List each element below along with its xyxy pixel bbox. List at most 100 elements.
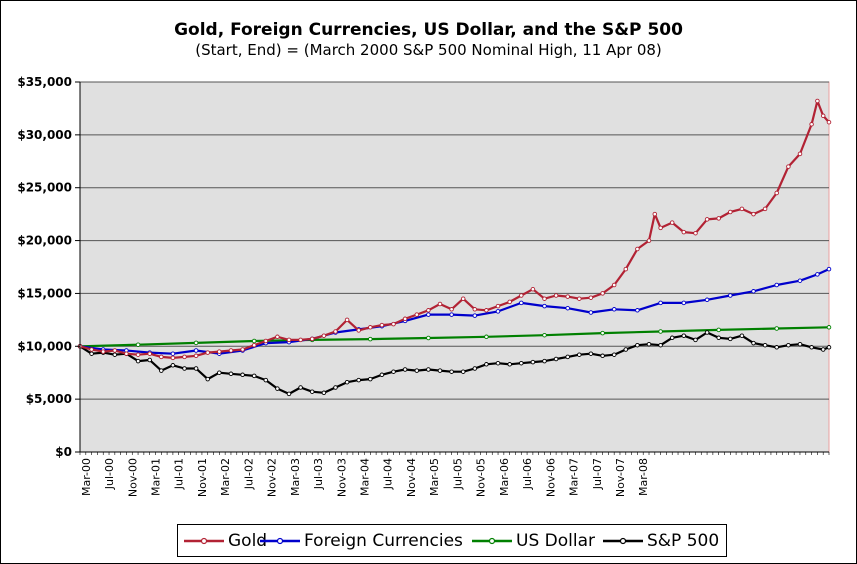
- data-point-s-p-500: [356, 377, 361, 383]
- data-point-gold: [681, 229, 687, 235]
- data-point-foreign-currencies: [681, 300, 687, 306]
- data-point-us-dollar: [251, 338, 257, 344]
- data-point-gold: [333, 329, 338, 334]
- data-point-foreign-currencies: [751, 289, 756, 294]
- data-point-s-p-500: [112, 352, 118, 357]
- data-point-gold: [135, 352, 141, 357]
- data-point-s-p-500: [623, 347, 629, 352]
- data-point-gold: [542, 296, 547, 301]
- data-point-gold: [426, 308, 431, 313]
- legend-item-sp500: S&P 500: [603, 531, 719, 551]
- legend-label-us-dollar: US Dollar: [516, 531, 595, 551]
- data-point-foreign-currencies: [542, 303, 547, 309]
- data-point-foreign-currencies: [449, 312, 454, 317]
- data-point-s-p-500: [170, 363, 176, 368]
- data-point-us-dollar: [826, 325, 832, 330]
- data-point-s-p-500: [472, 366, 478, 371]
- data-point-gold: [588, 295, 594, 300]
- data-point-gold: [402, 316, 408, 322]
- data-point-s-p-500: [542, 358, 547, 364]
- data-point-s-p-500: [391, 369, 396, 374]
- legend-label-gold: Gold: [228, 531, 268, 551]
- data-point-gold: [217, 349, 222, 354]
- data-point-s-p-500: [809, 345, 814, 350]
- data-point-s-p-500: [704, 330, 710, 335]
- data-point-gold: [820, 113, 826, 119]
- data-point-gold: [519, 293, 524, 298]
- data-point-s-p-500: [135, 358, 141, 364]
- x-tick-label: Mar-05: [428, 458, 441, 496]
- data-point-us-dollar: [193, 340, 199, 346]
- data-point-s-p-500: [309, 389, 315, 394]
- data-point-s-p-500: [275, 386, 280, 391]
- data-point-gold: [159, 354, 164, 360]
- legend-label-sp500: S&P 500: [647, 531, 720, 551]
- data-point-gold: [112, 348, 118, 353]
- x-tick-label: Nov-07: [614, 458, 627, 497]
- data-point-gold: [600, 291, 605, 296]
- data-point-gold: [739, 206, 745, 212]
- y-tick-label: $25,000: [17, 181, 72, 195]
- data-point-gold: [565, 294, 570, 299]
- data-point-foreign-currencies: [728, 293, 733, 298]
- data-point-gold: [774, 190, 779, 196]
- data-point-foreign-currencies: [565, 305, 570, 311]
- y-tick-label: $35,000: [17, 75, 72, 89]
- data-point-foreign-currencies: [588, 310, 594, 315]
- data-point-gold: [460, 296, 466, 301]
- data-point-foreign-currencies: [815, 272, 820, 277]
- data-point-us-dollar: [600, 330, 605, 336]
- x-tick-label: Jul-02: [242, 458, 255, 490]
- data-point-s-p-500: [646, 341, 652, 347]
- data-point-s-p-500: [797, 341, 803, 347]
- data-point-s-p-500: [263, 377, 269, 383]
- data-point-gold: [484, 308, 489, 313]
- data-point-gold: [228, 348, 234, 353]
- data-point-s-p-500: [577, 352, 582, 357]
- data-point-gold: [344, 317, 350, 323]
- data-point-s-p-500: [205, 376, 210, 382]
- data-point-foreign-currencies: [774, 282, 779, 288]
- x-tick-label: Mar-03: [289, 458, 302, 496]
- data-point-s-p-500: [588, 351, 594, 356]
- data-point-us-dollar: [426, 335, 431, 341]
- data-point-foreign-currencies: [826, 266, 832, 272]
- data-point-gold: [728, 209, 733, 215]
- data-point-gold: [646, 238, 652, 243]
- data-point-s-p-500: [774, 345, 779, 350]
- axes: $0 $5,000 $10,000 $15,000 $20,000 $25,000 $30,…: [17, 75, 830, 497]
- series-layer: [77, 98, 832, 397]
- data-point-us-dollar: [135, 342, 141, 347]
- data-point-foreign-currencies: [472, 313, 478, 318]
- data-point-s-p-500: [147, 357, 152, 363]
- data-point-s-p-500: [826, 345, 832, 350]
- data-point-gold: [124, 351, 129, 356]
- data-point-gold: [182, 354, 187, 360]
- data-point-s-p-500: [495, 360, 501, 366]
- legend-item-foreign-currencies: Foreign Currencies: [260, 531, 463, 551]
- data-point-s-p-500: [344, 379, 350, 385]
- y-tick-label: $5,000: [26, 392, 72, 406]
- x-tick-label: Nov-00: [126, 458, 139, 497]
- data-point-gold: [751, 211, 756, 217]
- data-point-gold: [495, 303, 501, 309]
- data-point-gold: [635, 246, 640, 252]
- y-tick-label: $10,000: [17, 339, 72, 353]
- data-point-foreign-currencies: [635, 308, 640, 313]
- data-point-gold: [240, 347, 245, 352]
- legend-swatch-gold: [184, 537, 224, 545]
- data-point-us-dollar: [542, 332, 547, 338]
- data-point-s-p-500: [437, 368, 443, 373]
- data-point-s-p-500: [565, 354, 570, 360]
- data-point-gold: [472, 307, 478, 312]
- data-point-gold: [309, 336, 315, 342]
- data-point-s-p-500: [658, 342, 663, 348]
- data-point-gold: [147, 351, 152, 356]
- data-point-s-p-500: [286, 391, 292, 397]
- data-point-s-p-500: [298, 385, 303, 390]
- data-point-s-p-500: [728, 336, 733, 342]
- data-point-gold: [321, 333, 327, 338]
- y-tick-label: $15,000: [17, 286, 72, 300]
- data-point-us-dollar: [484, 334, 489, 340]
- data-point-gold: [286, 337, 292, 343]
